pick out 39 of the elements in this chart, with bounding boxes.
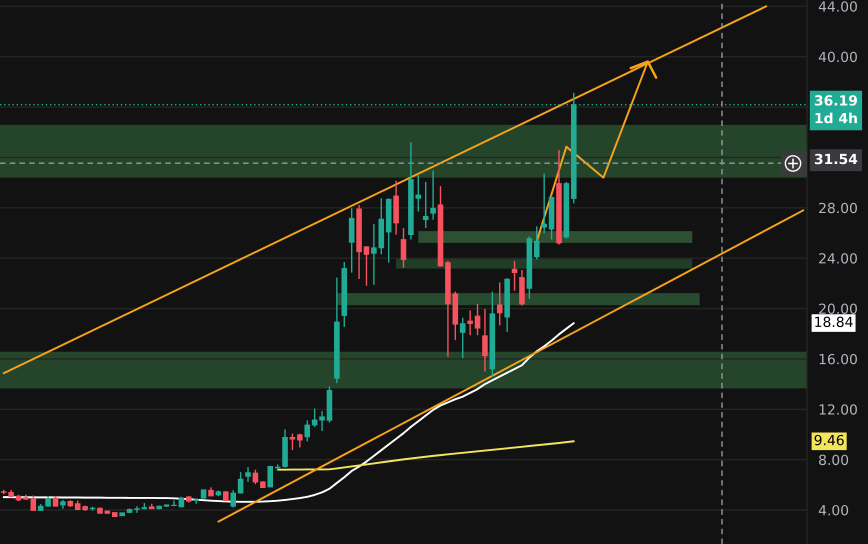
candlestick xyxy=(422,181,428,229)
candlestick xyxy=(416,174,422,212)
candlestick xyxy=(238,472,244,494)
candlestick xyxy=(297,432,303,448)
candlestick xyxy=(467,310,473,336)
ref-line-label: 31.54 xyxy=(814,154,858,164)
candlestick xyxy=(371,223,377,286)
candlestick xyxy=(267,465,274,488)
candlestick xyxy=(460,317,466,359)
text: 18.84 xyxy=(815,316,853,328)
candlestick xyxy=(52,496,58,507)
y-tick-label: 24.00 xyxy=(819,253,857,264)
candlestick xyxy=(430,170,436,220)
y-tick-label: 16.00 xyxy=(820,354,857,364)
y-tick-label: 4.00 xyxy=(818,504,848,516)
candlestick xyxy=(230,490,236,508)
candlestick xyxy=(541,172,547,234)
y-tick-label: 28.00 xyxy=(819,202,857,214)
candlestick xyxy=(304,420,310,442)
candlestick xyxy=(245,466,251,483)
text: 9.46 xyxy=(814,434,844,446)
candlestick xyxy=(400,227,406,268)
candlestick xyxy=(290,432,296,451)
candlestick xyxy=(252,469,258,485)
y-tick-label: 40.00 xyxy=(818,52,857,62)
candlestick xyxy=(312,408,318,428)
y-tick-label: 44.00 xyxy=(818,1,857,12)
y-tick-label: 20.00 xyxy=(819,303,857,314)
candlestick xyxy=(496,282,503,326)
candlestick xyxy=(482,308,488,372)
candlestick xyxy=(45,496,51,507)
candlestick xyxy=(474,303,480,336)
line-series xyxy=(276,440,575,471)
candlestick xyxy=(512,260,518,292)
y-tick-label: 12.00 xyxy=(820,404,857,415)
ref-line-label: 36.19 1d 4h xyxy=(814,95,857,124)
candlestick xyxy=(534,226,540,260)
candlestick xyxy=(30,494,36,512)
y-tick-label: 8.00 xyxy=(819,454,848,466)
